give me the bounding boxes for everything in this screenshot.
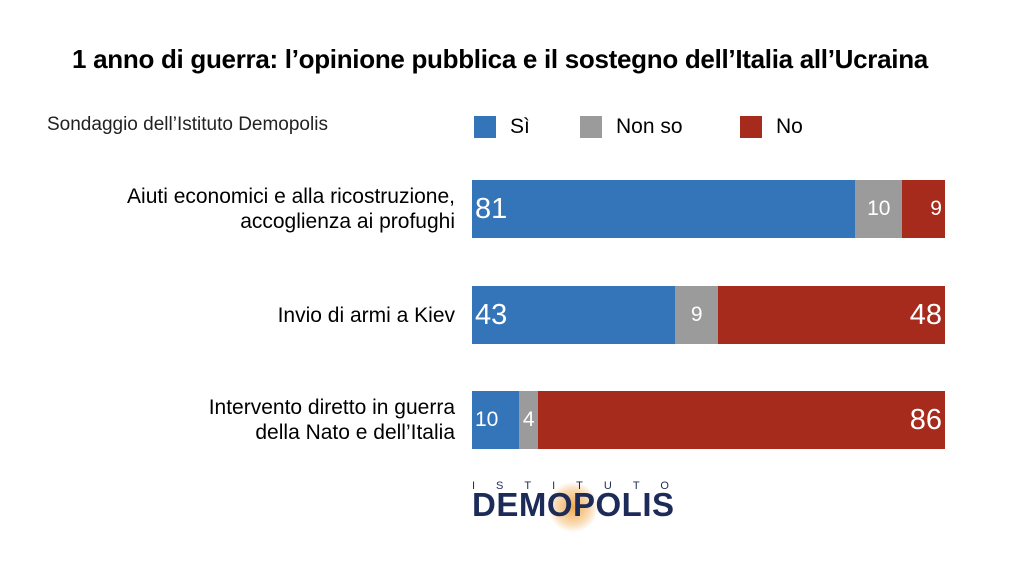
bar-segment	[902, 180, 945, 238]
value-label: 4	[522, 408, 535, 431]
value-label: 9	[690, 303, 703, 326]
legend-label: Sì	[510, 115, 530, 138]
legend-label: Non so	[616, 115, 683, 138]
legend-swatch	[580, 116, 602, 138]
value-label: 9	[930, 197, 942, 220]
bar-segment	[675, 286, 718, 344]
legend-label: No	[776, 115, 803, 138]
bar-segment	[472, 286, 676, 344]
bar-segment	[472, 391, 520, 449]
bar-segment	[538, 391, 945, 449]
category-label: Intervento diretto in guerra della Nato …	[208, 396, 455, 444]
category-label: Invio di armi a Kiev	[277, 303, 455, 327]
chart-subtitle: Sondaggio dell’Istituto Demopolis	[47, 114, 328, 135]
logo-top: ISTITUTO	[472, 480, 690, 492]
legend-swatch	[474, 116, 496, 138]
value-label: 81	[475, 193, 508, 225]
value-label: 86	[909, 404, 942, 436]
bar-segment	[855, 180, 903, 238]
bar-segment	[519, 391, 539, 449]
legend-swatch	[740, 116, 762, 138]
logo-name: DEMOPOLIS	[472, 486, 675, 523]
logo-glow	[548, 482, 598, 532]
category-label: Aiuti economici e alla ricostruzione, ac…	[127, 185, 455, 233]
bar-segment	[717, 286, 945, 344]
value-label: 10	[475, 408, 499, 431]
chart-title: 1 anno di guerra: l’opinione pubblica e …	[72, 44, 928, 74]
value-label: 43	[475, 299, 508, 331]
bar-segment	[472, 180, 856, 238]
value-label: 48	[909, 299, 942, 331]
value-label: 10	[867, 197, 891, 220]
